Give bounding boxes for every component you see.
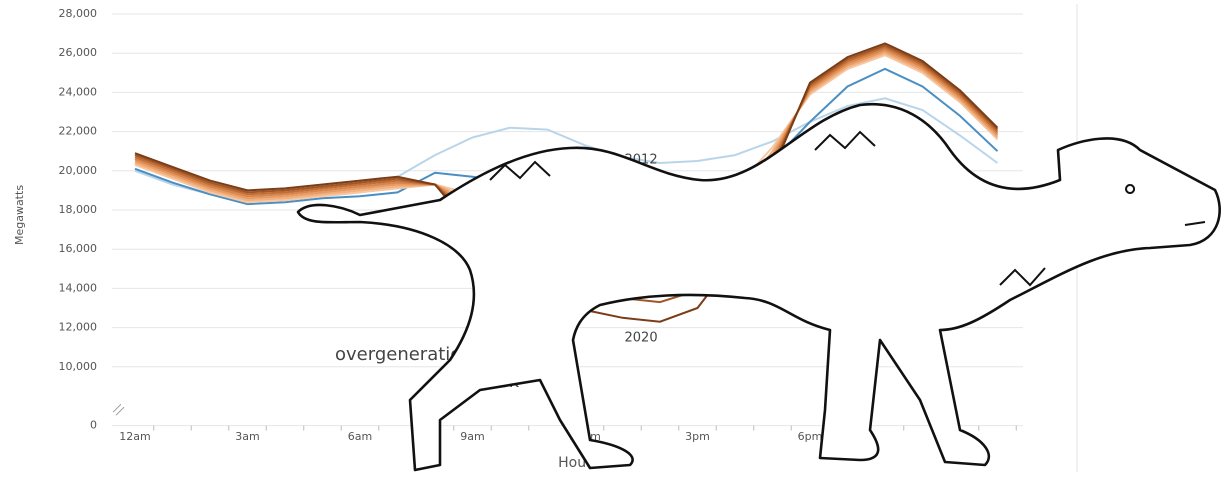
x-tick-label: 6pm [798,430,823,443]
y-tick-label: 28,000 [59,7,98,20]
y-tick-label: 20,000 [59,164,98,177]
y-tick-label: 12,000 [59,321,98,334]
y-tick-label: 22,000 [59,125,98,138]
y-tick-label: 24,000 [59,85,98,98]
y-tick-label: 26,000 [59,46,98,59]
y-tick-label: 18,000 [59,203,98,216]
y-tick-label: 0 [90,419,97,432]
series-label: 2020 [625,330,658,345]
y-axis-title: Megawatts [13,185,26,245]
axis-break [112,403,125,416]
annotation: overgeneration [335,344,473,365]
x-tick-label: 6am [348,430,372,443]
x-tick-label: 3am [235,430,259,443]
x-tick-label: 3pm [685,430,710,443]
y-tick-label: 14,000 [59,281,98,294]
y-tick-label: 10,000 [59,360,98,373]
y-tick-label: 16,000 [59,242,98,255]
x-tick-label: 12am [119,430,150,443]
x-tick-label: 9am [460,430,484,443]
camel-drawing [296,102,1221,472]
camel-details [489,130,1206,287]
